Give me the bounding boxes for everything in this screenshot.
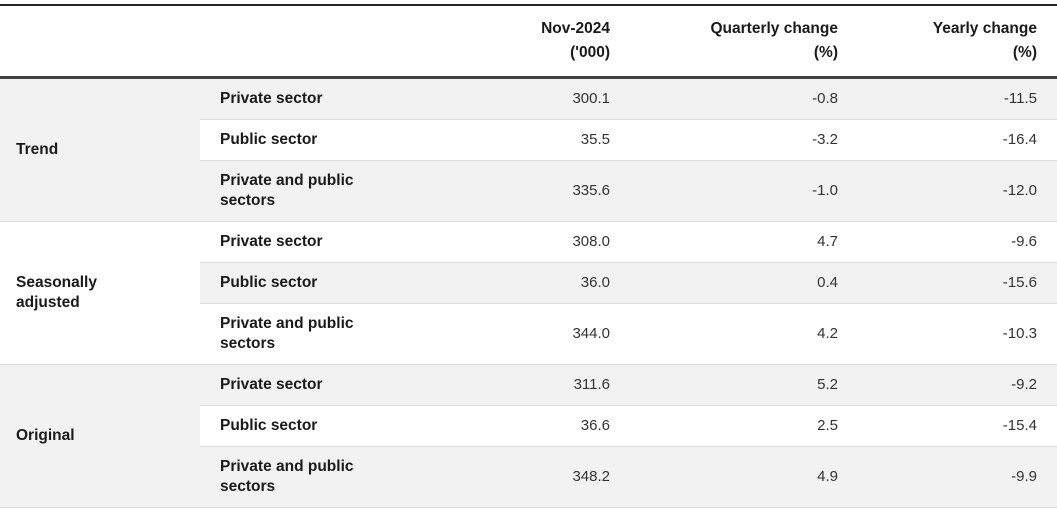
section-trend: Trend Private sector 300.1 -0.8 -11.5 Pu… xyxy=(0,77,1057,222)
table-row: Original Private sector 311.6 5.2 -9.2 xyxy=(0,364,1057,508)
value-yearly-change: -12.0 xyxy=(858,160,1057,222)
value-quarterly-change: 4.2 xyxy=(630,303,858,365)
value-nov-2024: 311.6 xyxy=(440,364,630,406)
row-label: Private and public sectors xyxy=(200,303,440,365)
row-label: Private and public sectors xyxy=(200,446,440,508)
value-yearly-change: -9.2 xyxy=(858,364,1057,406)
group-label-original: Original xyxy=(0,364,200,508)
row-label: Private sector xyxy=(200,221,440,263)
table-row: Private and public sectors 344.0 4.2 -10… xyxy=(0,303,1057,365)
table-row: Public sector 35.5 -3.2 -16.4 xyxy=(0,119,1057,161)
row-label: Public sector xyxy=(200,262,440,304)
table-row: Private and public sectors 348.2 4.9 -9.… xyxy=(0,446,1057,508)
row-label: Public sector xyxy=(200,119,440,161)
value-nov-2024: 35.5 xyxy=(440,119,630,161)
table-row: Public sector 36.6 2.5 -15.4 xyxy=(0,405,1057,447)
value-quarterly-change: -1.0 xyxy=(630,160,858,222)
column-header-line2: (%) xyxy=(1012,44,1037,61)
row-label: Private sector xyxy=(200,364,440,406)
value-quarterly-change: 4.7 xyxy=(630,221,858,263)
column-header-quarterly-change: Quarterly change (%) xyxy=(630,5,858,78)
value-nov-2024: 348.2 xyxy=(440,446,630,508)
table-row: Trend Private sector 300.1 -0.8 -11.5 xyxy=(0,77,1057,222)
table-row: Private and public sectors 335.6 -1.0 -1… xyxy=(0,160,1057,222)
value-yearly-change: -15.4 xyxy=(858,405,1057,447)
column-header-nov-2024: Nov-2024 ('000) xyxy=(440,5,630,78)
header-spacer xyxy=(0,5,440,78)
table-row: Public sector 36.0 0.4 -15.6 xyxy=(0,262,1057,304)
value-nov-2024: 335.6 xyxy=(440,160,630,222)
value-nov-2024: 344.0 xyxy=(440,303,630,365)
value-nov-2024: 36.0 xyxy=(440,262,630,304)
table-header: Nov-2024 ('000) Quarterly change (%) Yea… xyxy=(0,5,1057,78)
value-quarterly-change: -0.8 xyxy=(630,77,858,120)
value-nov-2024: 300.1 xyxy=(440,77,630,120)
column-header-line2: (%) xyxy=(813,44,838,61)
value-quarterly-change: 5.2 xyxy=(630,364,858,406)
column-header-line1: Nov-2024 xyxy=(541,20,610,37)
section-original: Original Private sector 311.6 5.2 -9.2 P… xyxy=(0,364,1057,508)
section-seasonally-adjusted: Seasonally adjusted Private sector 308.0… xyxy=(0,221,1057,365)
value-yearly-change: -9.6 xyxy=(858,221,1057,263)
group-label-seasonally-adjusted: Seasonally adjusted xyxy=(0,221,200,365)
value-yearly-change: -9.9 xyxy=(858,446,1057,508)
value-quarterly-change: 2.5 xyxy=(630,405,858,447)
value-nov-2024: 308.0 xyxy=(440,221,630,263)
value-nov-2024: 36.6 xyxy=(440,405,630,447)
value-yearly-change: -15.6 xyxy=(858,262,1057,304)
column-header-line1: Quarterly change xyxy=(710,20,839,37)
value-quarterly-change: 4.9 xyxy=(630,446,858,508)
column-header-yearly-change: Yearly change (%) xyxy=(858,5,1057,78)
row-label: Public sector xyxy=(200,405,440,447)
row-label: Private and public sectors xyxy=(200,160,440,222)
value-yearly-change: -11.5 xyxy=(858,77,1057,120)
column-header-line2: ('000) xyxy=(570,44,610,61)
value-yearly-change: -16.4 xyxy=(858,119,1057,161)
statistics-table: Nov-2024 ('000) Quarterly change (%) Yea… xyxy=(0,4,1057,508)
row-label: Private sector xyxy=(200,77,440,120)
group-label-trend: Trend xyxy=(0,77,200,222)
value-quarterly-change: 0.4 xyxy=(630,262,858,304)
value-quarterly-change: -3.2 xyxy=(630,119,858,161)
value-yearly-change: -10.3 xyxy=(858,303,1057,365)
column-header-line1: Yearly change xyxy=(932,20,1037,37)
table-row: Seasonally adjusted Private sector 308.0… xyxy=(0,221,1057,365)
